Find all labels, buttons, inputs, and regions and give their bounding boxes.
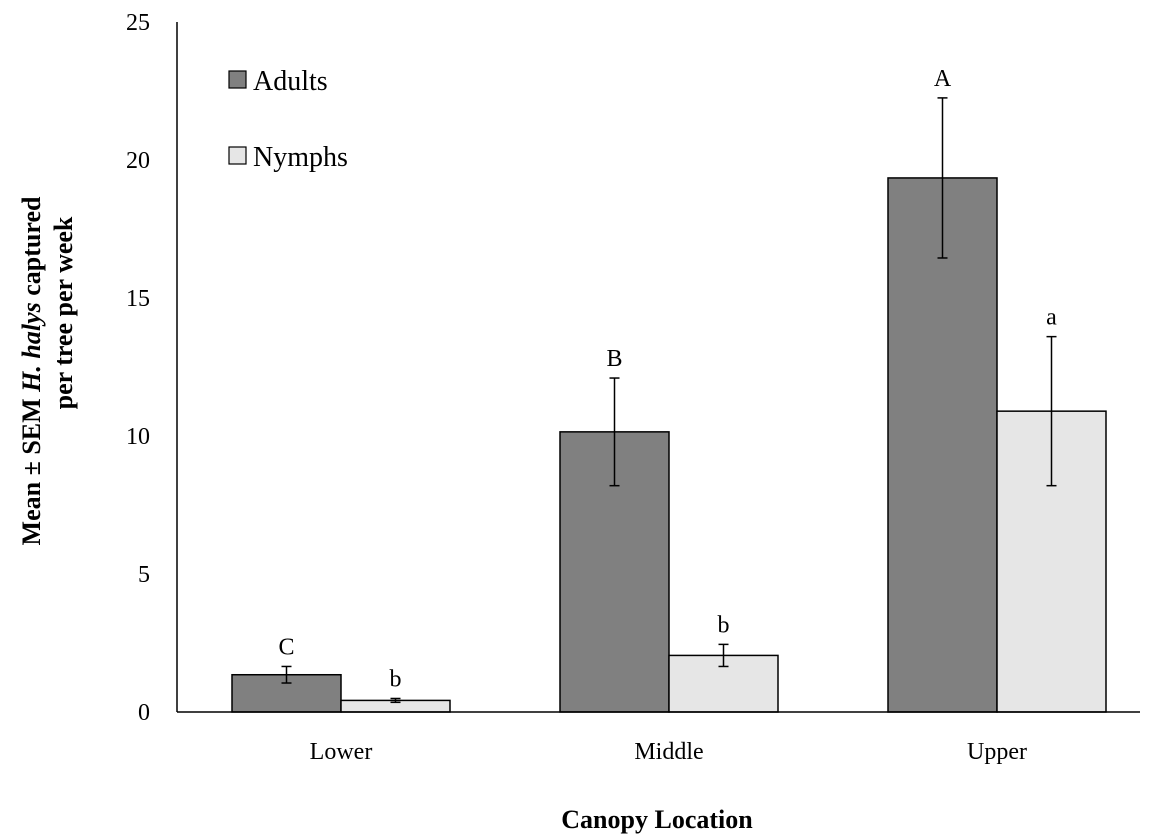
y-axis-title: Mean ± SEM H. halys captured <box>17 196 46 545</box>
bars-layer <box>231 177 1107 713</box>
significance-letter-adults-upper: A <box>934 66 952 92</box>
legend-label-adults: Adults <box>253 66 328 97</box>
error-bar-nymphs-middle <box>718 643 729 668</box>
y-axis-title-line2: per tree per week <box>49 216 78 409</box>
significance-letters-layer: Cb Bb Aa <box>278 66 1057 693</box>
error-bar-nymphs-upper <box>1046 335 1057 487</box>
error-bar-adults-upper <box>937 97 948 259</box>
x-axis-title: Canopy Location <box>561 805 753 834</box>
legend-swatch-nymphs <box>228 146 247 165</box>
significance-letter-nymphs-upper: a <box>1046 305 1057 331</box>
significance-letter-adults-lower: C <box>278 634 294 660</box>
y-axis-ticks: 0 5 10 15 20 25 <box>126 10 150 726</box>
y-tick-label: 0 <box>138 700 150 726</box>
y-tick-label: 20 <box>126 148 150 174</box>
y-axis-title-italic: H. halys <box>17 302 46 393</box>
error-bar-nymphs-lower <box>390 697 401 704</box>
x-tick-label-lower: Lower <box>310 739 373 765</box>
bar-adults-upper <box>887 177 998 713</box>
y-tick-label: 15 <box>126 286 150 312</box>
error-bars-layer <box>281 97 1057 704</box>
significance-letter-nymphs-lower: b <box>390 666 402 692</box>
y-tick-label: 10 <box>126 424 150 450</box>
legend-label-nymphs: Nymphs <box>253 142 348 173</box>
legend-swatch-adults <box>228 70 247 89</box>
significance-letter-adults-middle: B <box>606 346 622 372</box>
y-axis-title-prefix: Mean ± SEM <box>17 392 46 546</box>
y-tick-label: 5 <box>138 562 150 588</box>
x-axis-categories: Lower Middle Upper <box>310 739 1027 765</box>
x-tick-label-middle: Middle <box>634 739 703 765</box>
legend: Adults Nymphs <box>228 66 348 173</box>
y-tick-label: 25 <box>126 10 150 36</box>
error-bar-adults-lower <box>281 665 292 684</box>
x-tick-label-upper: Upper <box>967 739 1027 765</box>
significance-letter-nymphs-middle: b <box>718 612 730 638</box>
error-bar-adults-middle <box>609 377 620 487</box>
y-axis-title-suffix: captured <box>17 196 46 302</box>
